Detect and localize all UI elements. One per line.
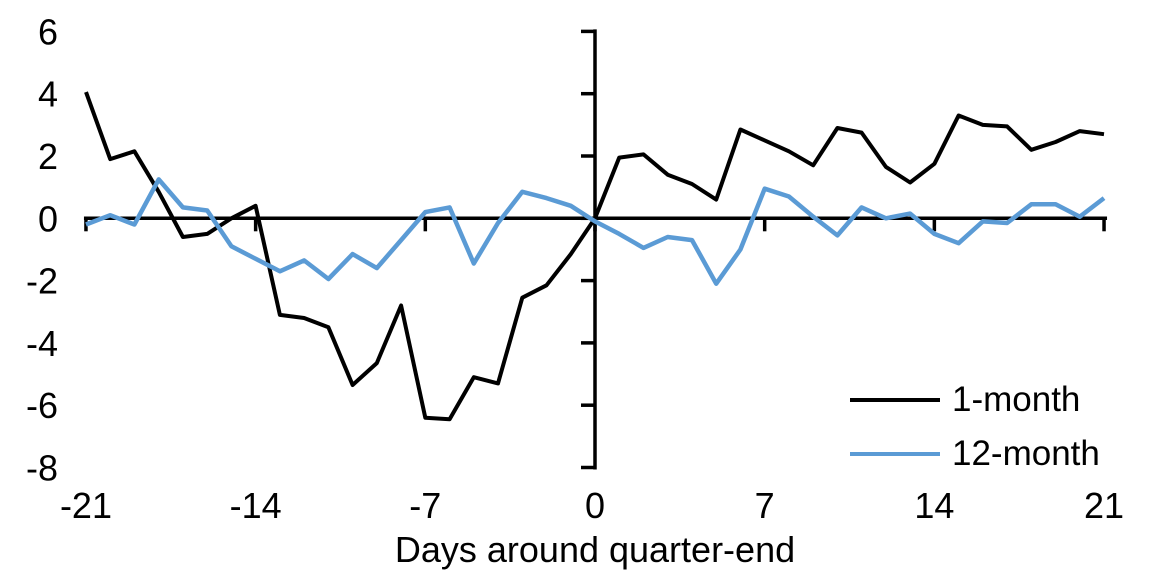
y-tick-label: -8 <box>26 448 58 489</box>
legend-label-12-month: 12-month <box>952 434 1100 473</box>
x-tick-label: -14 <box>230 485 282 526</box>
legend: 1-month 12-month <box>850 381 1100 473</box>
legend-label-1-month: 1-month <box>952 380 1081 419</box>
series-line-12-month <box>85 177 1106 286</box>
legend-swatch-1-month <box>850 398 940 402</box>
y-tick-label: 4 <box>38 74 58 115</box>
y-tick-label: 0 <box>38 198 58 239</box>
legend-item-12-month: 12-month <box>850 435 1100 473</box>
legend-item-1-month: 1-month <box>850 381 1100 419</box>
y-tick-label: -6 <box>26 385 58 426</box>
y-tick-label: -2 <box>26 261 58 302</box>
x-tick-label: 21 <box>1084 485 1124 526</box>
x-tick-label: 14 <box>914 485 954 526</box>
y-tick-label: 6 <box>38 11 58 52</box>
x-tick-label: -7 <box>409 485 441 526</box>
x-tick-label: 0 <box>585 485 605 526</box>
y-tick-label: 2 <box>38 136 58 177</box>
series-line-1-month <box>84 91 1105 422</box>
x-axis-title: Days around quarter-end <box>394 529 796 570</box>
y-tick-label: -4 <box>26 323 58 364</box>
legend-swatch-12-month <box>850 452 940 456</box>
x-tick-label: -21 <box>60 485 112 526</box>
x-tick-label: 7 <box>755 485 775 526</box>
